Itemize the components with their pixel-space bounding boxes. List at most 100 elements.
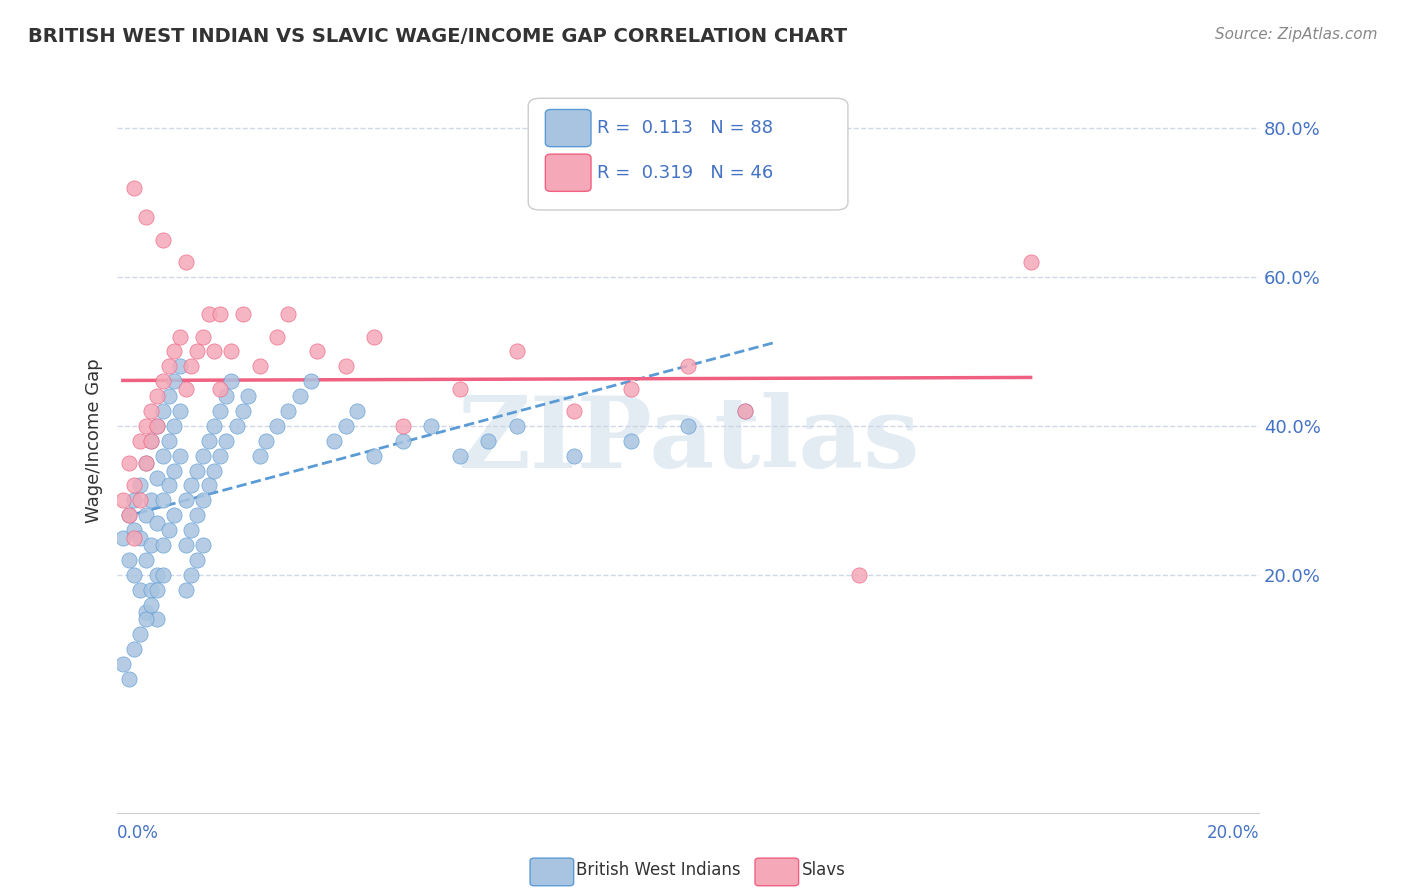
Point: [226, 418, 249, 433]
Point: [180, 478, 202, 492]
Point: [146, 582, 169, 597]
Point: [420, 418, 443, 433]
Point: [449, 449, 471, 463]
Point: [277, 307, 299, 321]
Point: [135, 553, 157, 567]
Point: [129, 434, 152, 448]
Point: [124, 531, 146, 545]
Point: [174, 493, 197, 508]
Point: [152, 449, 174, 463]
Point: [163, 344, 186, 359]
Point: [391, 418, 413, 433]
Point: [111, 657, 134, 672]
Point: [266, 329, 288, 343]
Point: [249, 449, 271, 463]
Point: [157, 523, 180, 537]
Point: [129, 627, 152, 641]
Point: [1019, 255, 1042, 269]
Point: [346, 404, 368, 418]
Point: [208, 307, 231, 321]
Point: [163, 464, 186, 478]
Point: [208, 449, 231, 463]
Point: [734, 404, 756, 418]
Point: [169, 359, 191, 374]
Point: [191, 538, 214, 552]
Point: [152, 493, 174, 508]
Point: [152, 404, 174, 418]
Point: [202, 464, 225, 478]
Point: [180, 567, 202, 582]
Point: [174, 382, 197, 396]
Text: R =  0.113   N = 88: R = 0.113 N = 88: [596, 119, 773, 137]
Point: [734, 404, 756, 418]
Point: [391, 434, 413, 448]
Point: [191, 329, 214, 343]
Point: [163, 418, 186, 433]
Point: [214, 434, 236, 448]
Point: [208, 382, 231, 396]
Text: Source: ZipAtlas.com: Source: ZipAtlas.com: [1215, 27, 1378, 42]
Point: [111, 493, 134, 508]
FancyBboxPatch shape: [546, 154, 591, 192]
Point: [174, 582, 197, 597]
Point: [191, 493, 214, 508]
Point: [111, 531, 134, 545]
Point: [157, 359, 180, 374]
Point: [197, 434, 219, 448]
Point: [449, 382, 471, 396]
Point: [157, 389, 180, 403]
Point: [129, 478, 152, 492]
Point: [124, 642, 146, 657]
Point: [124, 567, 146, 582]
Point: [186, 553, 208, 567]
Point: [180, 523, 202, 537]
Point: [202, 344, 225, 359]
Text: R =  0.319   N = 46: R = 0.319 N = 46: [596, 164, 773, 182]
Point: [506, 344, 529, 359]
Point: [197, 478, 219, 492]
Point: [186, 344, 208, 359]
Point: [288, 389, 311, 403]
Point: [135, 508, 157, 523]
Point: [152, 374, 174, 388]
Point: [124, 493, 146, 508]
Point: [135, 612, 157, 626]
Point: [141, 598, 163, 612]
Point: [363, 449, 385, 463]
Point: [323, 434, 346, 448]
Point: [141, 434, 163, 448]
Point: [146, 516, 169, 530]
Point: [620, 434, 643, 448]
Point: [506, 418, 529, 433]
Point: [169, 449, 191, 463]
Point: [232, 404, 254, 418]
Point: [363, 329, 385, 343]
Point: [197, 307, 219, 321]
Point: [129, 531, 152, 545]
Point: [254, 434, 277, 448]
Point: [117, 508, 139, 523]
Text: 20.0%: 20.0%: [1206, 824, 1258, 842]
Point: [174, 255, 197, 269]
Point: [238, 389, 260, 403]
Point: [146, 389, 169, 403]
Point: [124, 478, 146, 492]
Point: [146, 418, 169, 433]
Text: ZIPatlas: ZIPatlas: [457, 392, 920, 490]
Point: [676, 418, 699, 433]
Point: [221, 374, 243, 388]
Text: BRITISH WEST INDIAN VS SLAVIC WAGE/INCOME GAP CORRELATION CHART: BRITISH WEST INDIAN VS SLAVIC WAGE/INCOM…: [28, 27, 848, 45]
Point: [157, 478, 180, 492]
Point: [124, 523, 146, 537]
Point: [620, 382, 643, 396]
Point: [191, 449, 214, 463]
Point: [335, 418, 357, 433]
Point: [335, 359, 357, 374]
Point: [129, 582, 152, 597]
Point: [186, 464, 208, 478]
Point: [141, 538, 163, 552]
Point: [186, 508, 208, 523]
Point: [141, 404, 163, 418]
Point: [117, 553, 139, 567]
Point: [135, 456, 157, 470]
